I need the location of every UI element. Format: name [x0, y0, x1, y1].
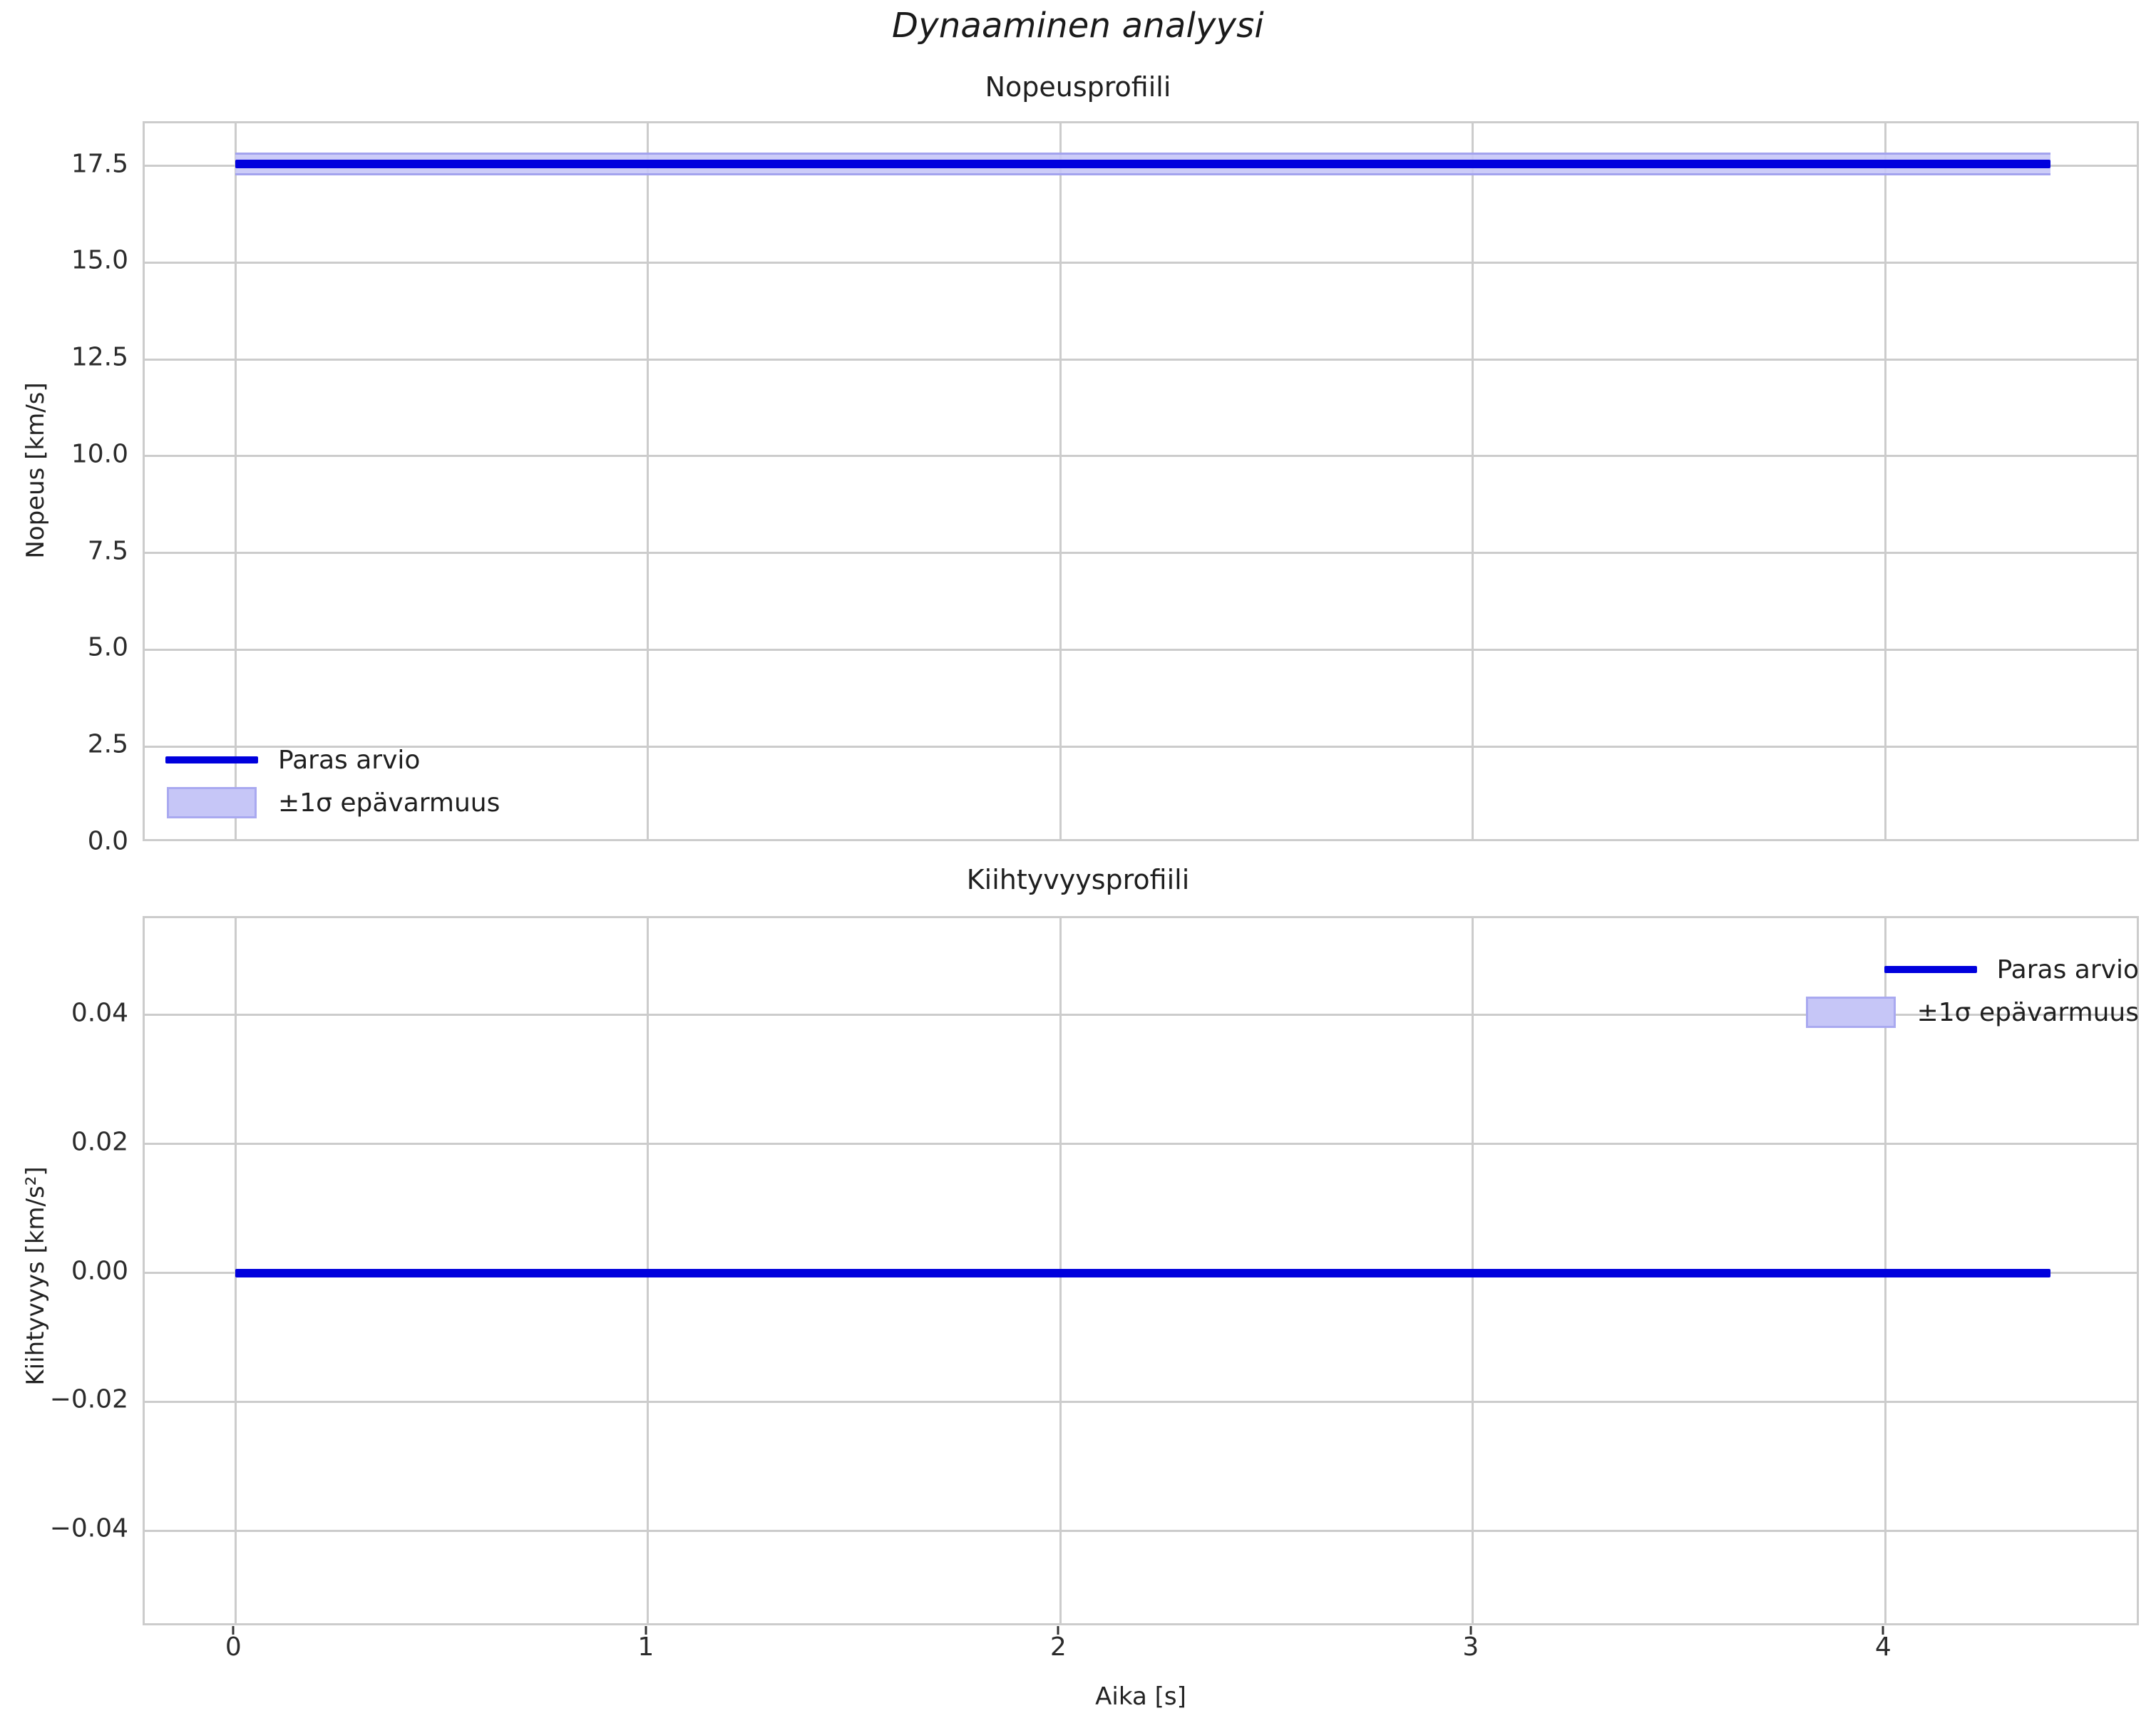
gridline-horizontal: [145, 358, 2137, 361]
x-tick-label: 0: [225, 1632, 242, 1662]
gridline-vertical: [234, 123, 237, 839]
y-tick-label: 7.5: [87, 536, 128, 566]
gridline-horizontal: [145, 1014, 2137, 1017]
x-axis-label: Aika [s]: [1095, 1682, 1186, 1711]
series-line-best-estimate: [235, 160, 2050, 169]
legend-entry-line: Paras arvio: [161, 739, 500, 781]
legend-line-label: Paras arvio: [1996, 955, 2139, 984]
legend-band-swatch-icon: [161, 786, 262, 819]
gridline-horizontal: [145, 552, 2137, 555]
uncertainty-band-edge: [235, 173, 2050, 176]
legend-line-swatch-icon: [161, 744, 262, 776]
figure-suptitle: Dynaaminen analyysi: [892, 6, 1264, 46]
gridline-vertical: [1472, 123, 1474, 839]
y-tick-label: 5.0: [87, 632, 128, 662]
velocity-plot-area: [143, 121, 2139, 841]
x-tick-mark: [232, 1626, 235, 1635]
legend-line-swatch-icon: [1880, 953, 1981, 986]
uncertainty-band-edge: [235, 152, 2050, 155]
velocity-legend: Paras arvio ±1σ epävarmuus: [161, 739, 500, 824]
gridline-horizontal: [145, 455, 2137, 458]
x-tick-mark: [1882, 1626, 1884, 1635]
legend-entry-line: Paras arvio: [1800, 948, 2139, 991]
y-tick-label: 15.0: [71, 245, 128, 275]
acceleration-legend: Paras arvio ±1σ epävarmuus: [1800, 948, 2139, 1034]
y-tick-label: 17.5: [71, 149, 128, 179]
x-tick-label: 2: [1049, 1632, 1067, 1662]
y-tick-label: 12.5: [71, 342, 128, 372]
gridline-vertical: [1059, 123, 1062, 839]
gridline-horizontal: [145, 745, 2137, 748]
velocity-axes-title: Nopeusprofiili: [985, 71, 1171, 103]
velocity-plot-clip: [145, 123, 2137, 839]
gridline-horizontal: [145, 648, 2137, 651]
gridline-horizontal: [145, 1143, 2137, 1146]
legend-band-swatch-icon: [1800, 996, 1901, 1029]
y-tick-label: 0.04: [71, 998, 128, 1028]
x-tick-mark: [1057, 1626, 1059, 1635]
y-tick-label: 0.00: [71, 1256, 128, 1285]
acceleration-ytick-labels: −0.04 −0.02 0.00 0.02 0.04: [0, 916, 128, 1625]
y-tick-label: 0.02: [71, 1127, 128, 1157]
x-tick-label: 4: [1874, 1632, 1891, 1662]
gridline-vertical: [647, 123, 650, 839]
series-line-best-estimate: [235, 1268, 2050, 1277]
gridline-horizontal: [145, 261, 2137, 264]
gridline-horizontal: [145, 1529, 2137, 1532]
velocity-ytick-labels: 0.0 2.5 5.0 7.5 10.0 12.5 15.0 17.5: [0, 121, 128, 855]
legend-entry-band: ±1σ epävarmuus: [1800, 991, 2139, 1034]
y-tick-label: −0.04: [49, 1513, 128, 1543]
y-tick-label: 0.0: [87, 826, 128, 856]
acceleration-axes-title: Kiihtyvyysprofiili: [966, 864, 1190, 895]
y-tick-label: 2.5: [87, 729, 128, 759]
acceleration-plot-clip: [145, 918, 2137, 1623]
x-tick-label: 1: [637, 1632, 654, 1662]
acceleration-plot-area: [143, 916, 2139, 1625]
y-tick-label: −0.02: [49, 1384, 128, 1414]
gridline-horizontal: [145, 1400, 2137, 1403]
gridline-vertical: [1884, 123, 1886, 839]
x-tick-mark: [645, 1626, 647, 1635]
y-tick-label: 10.0: [71, 439, 128, 469]
x-tick-label: 3: [1462, 1632, 1479, 1662]
legend-entry-band: ±1σ epävarmuus: [161, 781, 500, 824]
legend-band-label: ±1σ epävarmuus: [278, 788, 500, 818]
legend-band-label: ±1σ epävarmuus: [1916, 997, 2139, 1027]
legend-line-label: Paras arvio: [278, 745, 421, 775]
x-tick-mark: [1469, 1626, 1472, 1635]
